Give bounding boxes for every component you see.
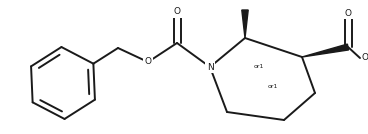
Text: O: O bbox=[145, 57, 152, 66]
Text: OH: OH bbox=[362, 53, 368, 62]
Polygon shape bbox=[302, 44, 348, 57]
Polygon shape bbox=[242, 10, 248, 38]
Text: O: O bbox=[173, 8, 180, 16]
Text: or1: or1 bbox=[268, 85, 278, 90]
Text: O: O bbox=[344, 8, 351, 18]
Text: or1: or1 bbox=[254, 64, 264, 70]
Text: N: N bbox=[206, 62, 213, 72]
